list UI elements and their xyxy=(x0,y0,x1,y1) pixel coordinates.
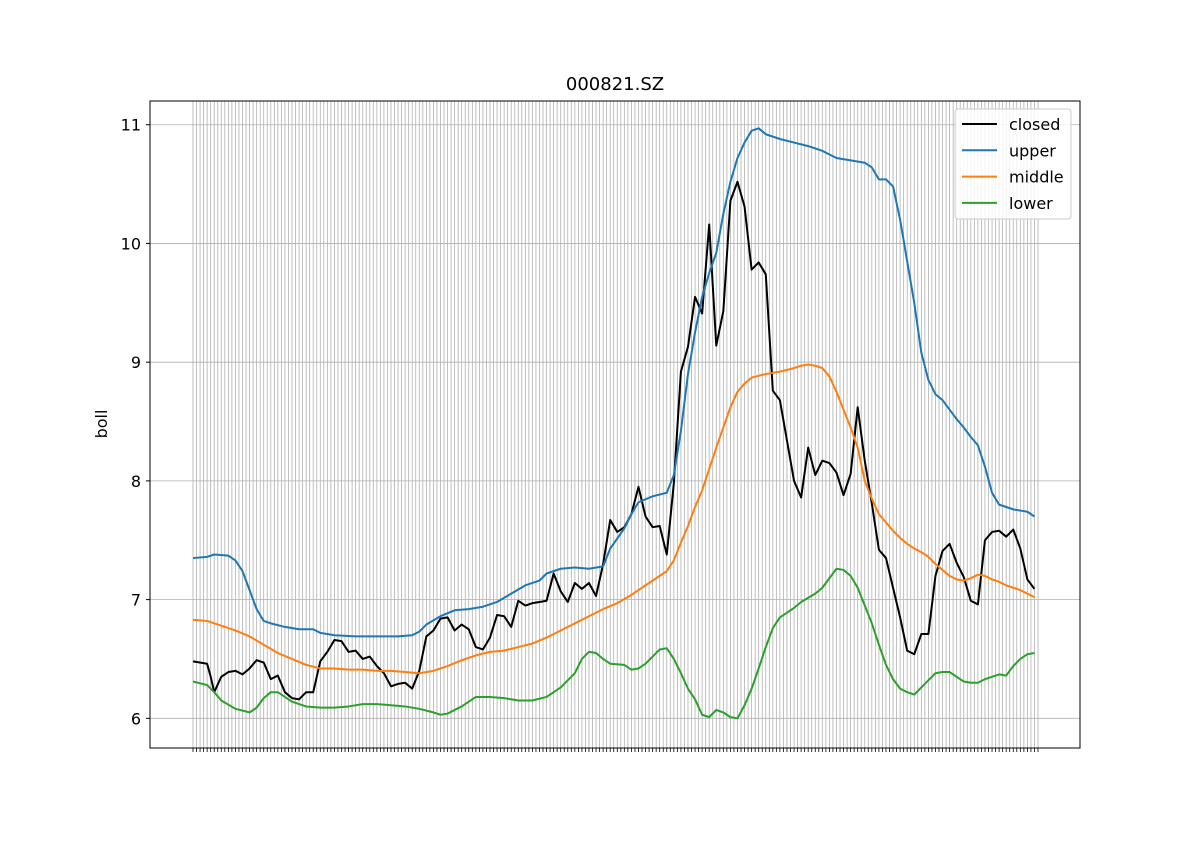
series-lines xyxy=(192,127,1036,720)
legend-label-upper: upper xyxy=(1009,141,1056,160)
series-line-lower xyxy=(192,567,1035,720)
legend-label-closed: closed xyxy=(1009,115,1060,134)
y-tick-label: 7 xyxy=(131,591,141,610)
series-line-middle xyxy=(192,363,1035,675)
legend-label-lower: lower xyxy=(1009,194,1053,213)
chart-title: 000821.SZ xyxy=(566,74,664,95)
plot-frame xyxy=(149,100,1081,749)
series-line-upper xyxy=(192,127,1036,638)
series-line-closed xyxy=(192,180,1036,701)
legend-label-middle: middle xyxy=(1009,168,1064,187)
y-tick-label: 6 xyxy=(131,709,141,728)
legend: closed upper middle lower xyxy=(954,108,1072,220)
y-tick-label: 8 xyxy=(131,472,141,491)
y-axis-label: boll xyxy=(92,410,111,439)
axes: 6 7 8 9 10 11 xyxy=(121,116,1039,752)
legend-box xyxy=(954,108,1072,220)
y-tick-label: 9 xyxy=(131,353,141,372)
y-tick-label: 10 xyxy=(121,234,141,253)
y-tick-label: 11 xyxy=(121,116,141,135)
